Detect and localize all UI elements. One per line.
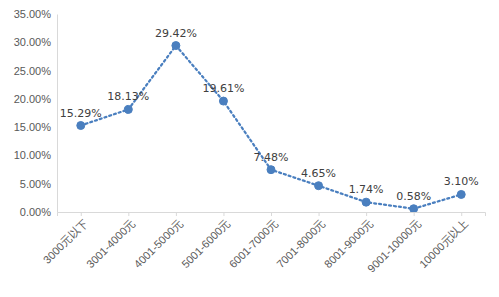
y-tick: 0.00% [20,206,57,218]
y-tick-label: 30.00% [14,36,52,48]
x-tick-mark [319,212,320,216]
y-tick-label: 35.00% [14,8,52,20]
line [81,46,461,209]
x-tick: 3000元以下 [41,212,90,266]
y-tick-label: 25.00% [14,65,52,77]
x-tick-mark [414,212,415,216]
data-label: 18.13% [107,90,149,103]
y-tick: 10.00% [14,149,57,161]
data-label: 7.48% [254,151,289,164]
marker [315,182,323,190]
marker [267,166,275,174]
y-tick: 25.00% [14,65,57,77]
y-axis: 0.00% 5.00% 10.00% 15.00% 20.00% 25.00% 30.00%… [14,8,58,218]
x-tick-label: 4001-5000元 [132,217,185,270]
x-tick: 10000元以上 [417,212,470,270]
data-label: 19.61% [202,82,244,95]
x-tick: 3001-4000元 [84,212,137,270]
x-tick-mark [128,212,129,216]
data-label: 1.74% [349,183,384,196]
marker [362,198,370,206]
x-tick-label: 3001-4000元 [84,217,137,270]
x-tick-label: 6001-7000元 [227,217,280,270]
x-axis: 3000元以下3001-4000元4001-5000元5001-6000元600… [41,212,486,275]
y-tick-label: 10.00% [14,149,52,161]
x-tick-mark [461,212,462,216]
x-tick: 8001-9000元 [322,212,375,270]
marker [219,97,227,105]
x-axis-line [58,213,486,217]
x-tick: 9001-10000元 [365,212,423,275]
y-axis-line [57,15,58,213]
x-tick-label: 8001-9000元 [322,217,375,270]
x-tick-mark [271,212,272,216]
y-tick: 20.00% [14,93,57,105]
chart: 0.00% 5.00% 10.00% 15.00% 20.00% 25.00% 30.00%… [0,0,499,297]
series [77,42,465,212]
data-label: 15.29% [60,107,102,120]
data-label: 4.65% [301,167,336,180]
y-tick-label: 15.00% [14,121,52,133]
data-labels: 15.29% 18.13% 29.42% 19.61% 7.48% 4.65% 1.74% 0… [60,27,479,203]
y-tick: 15.00% [14,121,57,133]
x-tick-label: 9001-10000元 [365,217,423,275]
x-tick-label: 7001-8000元 [274,217,327,270]
marker [124,105,132,113]
x-tick-label: 10000元以上 [417,217,470,270]
y-tick-label: 20.00% [14,93,52,105]
x-tick-mark [366,212,367,216]
data-label: 29.42% [155,27,197,40]
y-tick: 35.00% [14,8,57,20]
x-tick-mark [81,212,82,216]
x-tick: 7001-8000元 [274,212,327,270]
y-tick-label: 5.00% [20,178,51,190]
plot-area: 0.00% 5.00% 10.00% 15.00% 20.00% 25.00% 30.00%… [14,8,486,275]
x-tick: 4001-5000元 [132,212,185,270]
x-tick-label: 3000元以下 [41,217,90,266]
data-label: 3.10% [444,175,479,188]
x-tick-label: 5001-6000元 [179,217,232,270]
x-tick-mark [223,212,224,216]
marker [457,190,465,198]
marker [77,122,85,130]
marker [172,42,180,50]
marker [410,205,418,212]
x-tick: 6001-7000元 [227,212,280,270]
x-tick-mark [176,212,177,216]
data-label: 0.58% [396,190,431,203]
x-tick: 5001-6000元 [179,212,232,270]
y-tick-label: 0.00% [20,206,51,218]
y-tick: 30.00% [14,36,57,48]
y-tick: 5.00% [20,178,57,190]
